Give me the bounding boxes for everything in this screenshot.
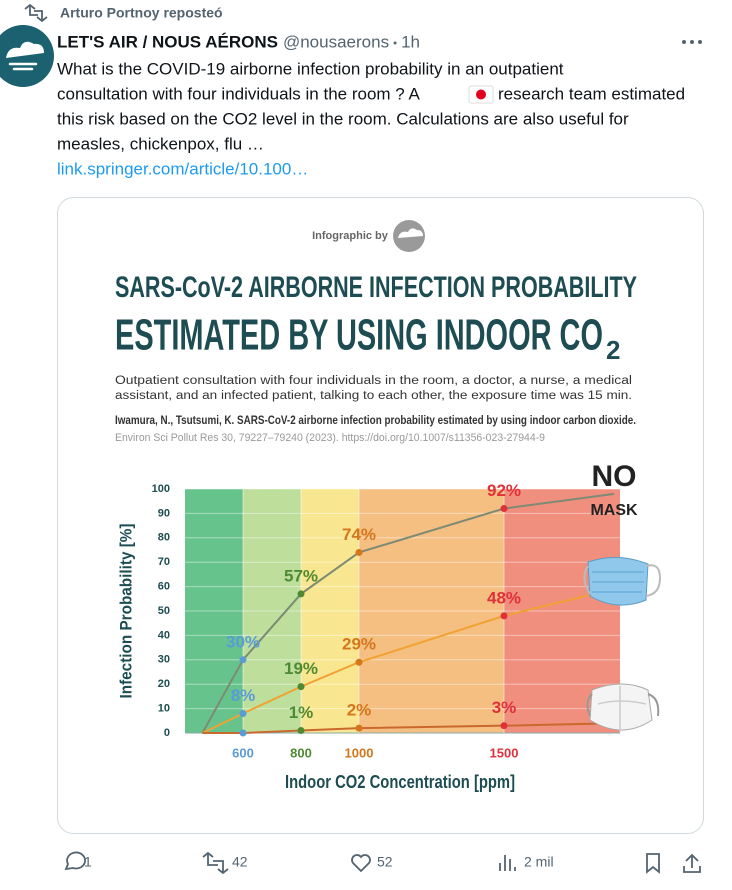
flag-emoji [468, 85, 494, 104]
value-label: 74% [342, 525, 376, 544]
y-tick-label: 40 [158, 629, 170, 641]
series-line [202, 722, 615, 734]
author-handle[interactable]: @nousaerons [283, 32, 389, 51]
link[interactable]: link.springer.com/article/10.100… [57, 159, 308, 178]
legend-label: MASK [590, 502, 638, 519]
tweet-text: measles, chickenpox, flu … [57, 134, 264, 153]
data-point [239, 656, 247, 664]
x-tick-label: 800 [290, 745, 312, 760]
y-tick-label: 20 [158, 678, 170, 690]
citation-source: Environ Sci Pollut Res 30, 79227–79240 (… [115, 432, 545, 444]
n95-mask-icon [586, 683, 660, 732]
reply-count: 1 [84, 854, 92, 870]
tweet-text: What is the COVID-19 airborne infection … [57, 59, 564, 78]
data-point [500, 505, 508, 513]
y-tick-label: 80 [158, 532, 170, 544]
series-line [201, 588, 615, 734]
view-count: 2 mil [524, 854, 554, 870]
y-tick-label: 30 [158, 654, 170, 666]
y-tick-label: 70 [158, 556, 170, 568]
legend-label: NO [592, 460, 637, 493]
y-axis-label: Infection Probability [%] [116, 524, 135, 699]
author-name[interactable]: LET'S AIR / NOUS AÉRONS [57, 32, 278, 51]
bookmark-button[interactable] [646, 853, 660, 874]
tweet-text: consultation with four individuals in th… [57, 84, 421, 103]
value-label: 57% [284, 566, 318, 585]
data-point [239, 709, 247, 717]
data-point [355, 658, 363, 666]
x-tick-label: 1500 [490, 745, 519, 760]
like-count: 52 [377, 854, 393, 870]
value-label: 30% [226, 632, 260, 651]
y-tick-label: 0 [164, 727, 170, 739]
value-label: 2% [347, 701, 372, 720]
credit: Infographic by [312, 230, 389, 242]
y-tick-label: 60 [158, 581, 170, 593]
x-tick-label: 1000 [345, 745, 374, 760]
data-point [239, 729, 247, 737]
x-tick-label: 600 [232, 745, 254, 760]
repost-label[interactable]: Arturo Portnoy reposteó [60, 5, 223, 21]
reply-button[interactable]: 1 [64, 851, 92, 871]
data-point [355, 548, 363, 556]
risk-zone [243, 489, 301, 733]
data-point [297, 727, 305, 735]
repost-count: 42 [232, 854, 248, 870]
description: assistant, and an infected patient, talk… [115, 390, 632, 402]
citation: Iwamura, N., Tsutsumi, K. SARS-CoV-2 air… [115, 415, 636, 427]
y-tick-label: 100 [152, 483, 170, 495]
data-point [297, 590, 305, 598]
risk-zone [185, 489, 243, 733]
value-label: 92% [487, 481, 521, 500]
surgical-mask-icon [583, 557, 662, 606]
data-point [297, 683, 305, 691]
title: ESTIMATED BY USING INDOOR CO [115, 311, 603, 360]
chart: 0 10 20 30 40 50 60 70 80 90 100 600 800 1000 1500 Indo… [116, 460, 638, 792]
data-point [500, 722, 508, 730]
series-line [201, 492, 615, 734]
risk-zone [301, 489, 359, 733]
value-label: 1% [289, 703, 314, 722]
avatar[interactable] [0, 25, 54, 87]
share-button[interactable] [683, 853, 701, 873]
like-button[interactable]: 52 [351, 854, 393, 873]
y-tick-label: 10 [158, 703, 170, 715]
x-axis-label: Indoor CO2 Concentration [ppm] [285, 772, 515, 792]
timestamp[interactable]: 1h [401, 32, 420, 51]
value-label: 8% [231, 686, 256, 705]
repost-button[interactable]: 42 [202, 851, 248, 875]
y-tick-label: 50 [158, 605, 170, 617]
data-point [500, 612, 508, 620]
repost-icon [24, 3, 48, 23]
more-button[interactable] [682, 40, 702, 44]
tweet-text: research team estimated [498, 84, 685, 103]
description: Outpatient consultation with four indivi… [115, 375, 632, 387]
y-tick-label: 90 [158, 507, 170, 519]
logo [393, 220, 425, 252]
views-button[interactable]: 2 mil [499, 854, 554, 871]
value-label: 3% [492, 698, 517, 717]
tweet-text: this risk based on the CO2 level in the … [57, 109, 629, 128]
title-subscript: 2 [606, 335, 620, 365]
value-label: 29% [342, 635, 376, 654]
title: SARS-CoV-2 AIRBORNE INFECTION PROBABILIT… [115, 271, 637, 304]
data-point [355, 724, 363, 732]
value-label: 48% [487, 588, 521, 607]
value-label: 19% [284, 659, 318, 678]
separator [393, 41, 397, 45]
